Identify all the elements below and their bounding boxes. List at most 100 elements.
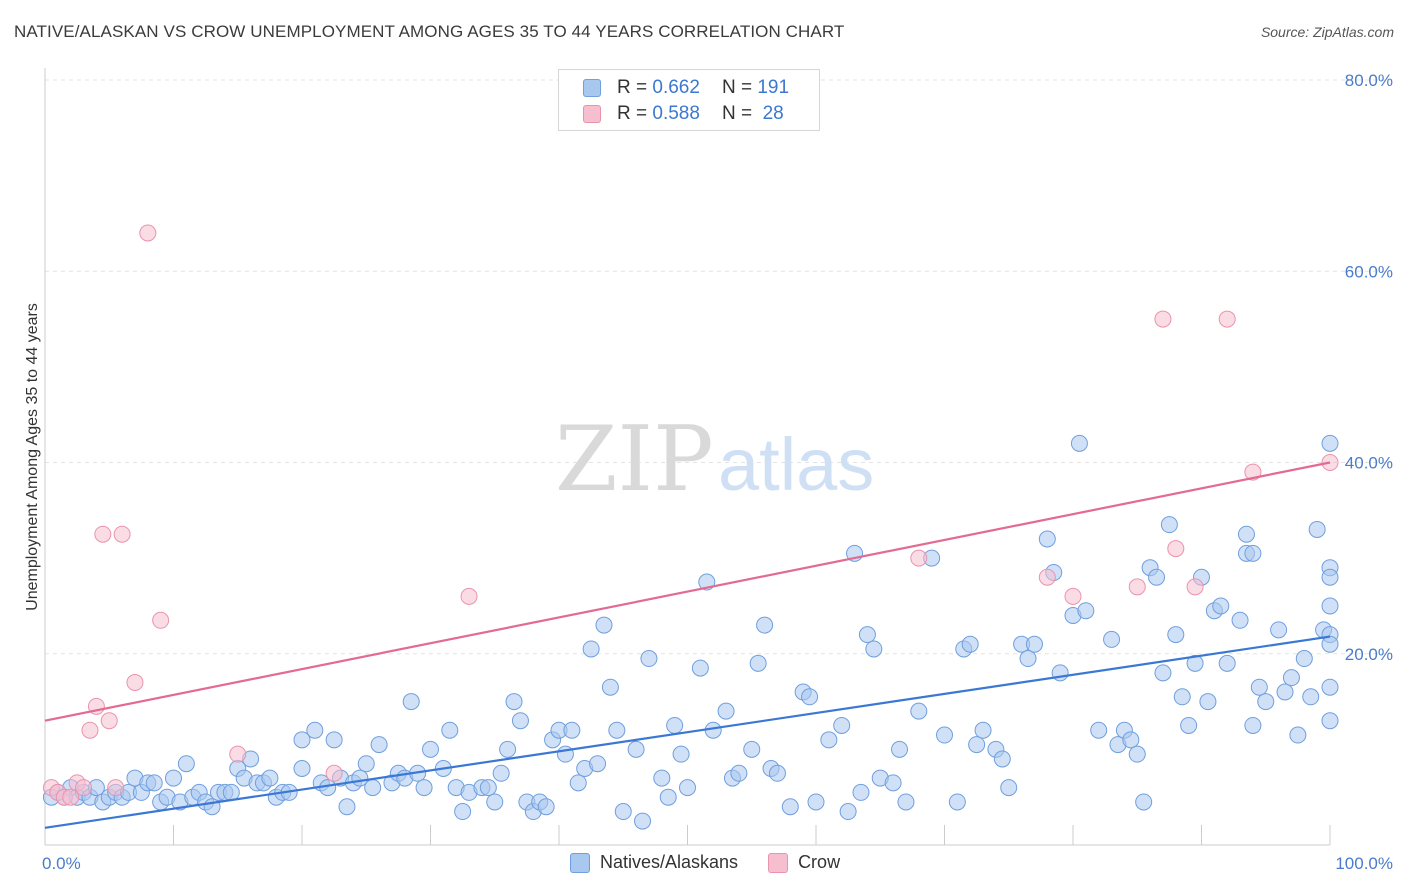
- y-tick-label: 80.0%: [1345, 71, 1393, 90]
- crow-point: [1128, 578, 1146, 596]
- natives-point: [858, 626, 876, 644]
- crow-point: [139, 224, 157, 242]
- r-value: 0.588: [652, 103, 700, 124]
- natives-point: [1186, 654, 1204, 672]
- crow-point: [1167, 540, 1185, 558]
- source-label: Source: ZipAtlas.com: [1260, 24, 1394, 40]
- natives-point: [1276, 683, 1294, 701]
- natives-point: [968, 736, 986, 754]
- natives-point: [1135, 793, 1153, 811]
- stats-legend-row-crow: R = 0.588 N = 28: [583, 102, 784, 126]
- natives-point: [1154, 664, 1172, 682]
- natives-point: [222, 783, 240, 801]
- crow-point: [100, 712, 118, 730]
- natives-point: [672, 745, 690, 763]
- natives-point: [891, 740, 909, 758]
- natives-point: [177, 755, 195, 773]
- natives-point: [666, 716, 684, 734]
- stats-legend-row-natives: R = 0.662 N = 191: [583, 76, 789, 100]
- natives-point: [1180, 716, 1198, 734]
- legend-label-natives: Natives/Alaskans: [600, 852, 739, 872]
- crow-point: [126, 673, 144, 691]
- n-value: 191: [757, 77, 790, 98]
- natives-point: [820, 731, 838, 749]
- natives-point: [865, 640, 883, 658]
- natives-point: [582, 640, 600, 658]
- natives-point: [1103, 630, 1121, 648]
- natives-point: [653, 769, 671, 787]
- natives-point: [1173, 688, 1191, 706]
- natives-point: [614, 803, 632, 821]
- natives-point: [1231, 611, 1249, 629]
- natives-point: [293, 731, 311, 749]
- natives-point: [1308, 520, 1326, 538]
- natives-point: [717, 702, 735, 720]
- natives-point: [1282, 669, 1300, 687]
- natives-point: [1212, 597, 1230, 615]
- crow-point: [1218, 310, 1236, 328]
- natives-point: [1019, 650, 1037, 668]
- y-axis-label: Unemployment Among Ages 35 to 44 years: [24, 303, 41, 611]
- natives-point: [165, 769, 182, 787]
- natives-point: [499, 740, 517, 758]
- natives-point: [1289, 726, 1307, 744]
- natives-point: [1321, 597, 1339, 615]
- natives-point: [679, 779, 696, 797]
- n-value: 28: [762, 103, 784, 124]
- crow-point: [229, 745, 247, 763]
- crow-point: [910, 549, 928, 567]
- natives-point: [486, 793, 504, 811]
- natives-point: [634, 812, 652, 830]
- natives-point: [422, 740, 439, 758]
- natives-point: [145, 774, 163, 792]
- natives-point: [505, 693, 523, 711]
- crow-point: [81, 721, 99, 739]
- natives-point: [492, 764, 510, 782]
- natives-point: [1302, 688, 1320, 706]
- natives-point: [454, 803, 472, 821]
- crow-point: [113, 525, 131, 543]
- natives-point: [1270, 621, 1288, 639]
- crow-point: [1064, 587, 1082, 605]
- natives-point: [1199, 693, 1217, 711]
- r-label: R =: [617, 77, 648, 98]
- natives-point: [364, 779, 382, 797]
- natives-point: [936, 726, 953, 744]
- natives-point: [1090, 721, 1108, 739]
- crow-swatch: [583, 105, 601, 123]
- legend-item-natives[interactable]: Natives/Alaskans: [570, 852, 738, 873]
- y-tick-label: 40.0%: [1345, 454, 1393, 473]
- natives-point: [730, 764, 748, 782]
- natives-point: [627, 740, 645, 758]
- natives-point: [640, 650, 658, 668]
- natives-point: [415, 779, 433, 797]
- natives-point: [1321, 678, 1339, 696]
- natives-point: [402, 693, 420, 711]
- x-tick-label-max: 100.0%: [1335, 854, 1393, 873]
- crow-point: [107, 779, 125, 797]
- natives-point: [839, 803, 857, 821]
- legend-item-crow[interactable]: Crow: [768, 852, 840, 873]
- natives-point: [608, 721, 626, 739]
- natives-point: [325, 731, 343, 749]
- crow-point: [1186, 578, 1204, 596]
- natives-point: [1038, 530, 1056, 548]
- natives-point: [1077, 602, 1095, 620]
- natives-point: [1321, 635, 1339, 653]
- series-natives-points: [42, 434, 1339, 830]
- crow-point: [62, 788, 80, 806]
- crow-point: [94, 525, 112, 543]
- natives-trend-line: [44, 635, 1331, 829]
- crow-trend-line: [44, 461, 1331, 722]
- natives-point: [1000, 779, 1018, 797]
- natives-point: [756, 616, 774, 634]
- x-tick-label-min: 0.0%: [42, 854, 81, 873]
- natives-point: [768, 764, 786, 782]
- natives-point: [884, 774, 902, 792]
- natives-point: [261, 769, 279, 787]
- natives-point: [1321, 434, 1339, 452]
- crow-point: [1244, 463, 1262, 481]
- watermark: ZIP atlas: [555, 407, 874, 512]
- natives-swatch: [583, 79, 601, 97]
